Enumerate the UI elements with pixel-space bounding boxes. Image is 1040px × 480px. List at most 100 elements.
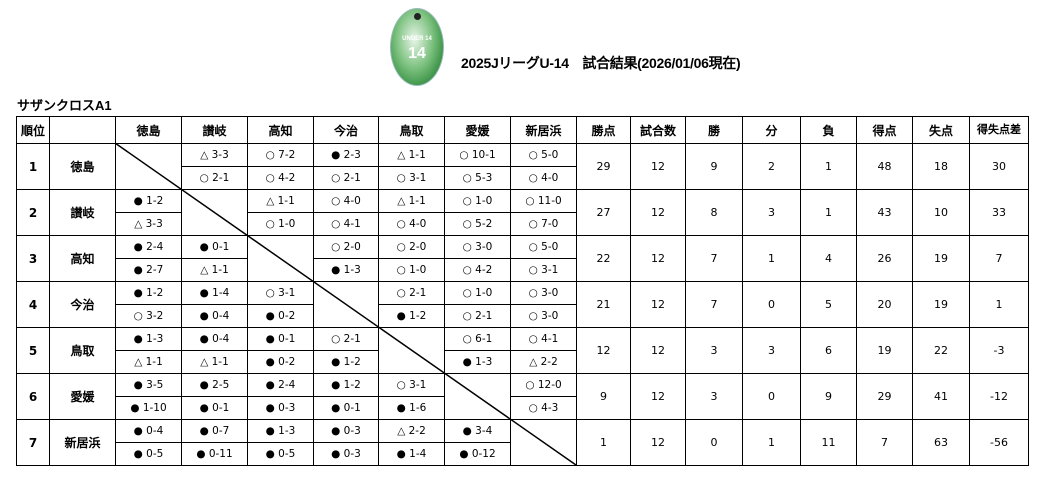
stat-cell: 1 <box>576 419 631 466</box>
match-result: ○ 4-3 <box>528 402 559 414</box>
match-cell: ● 1-2 ● 0-1 <box>313 373 379 420</box>
match-result: ● 0-2 <box>265 356 296 368</box>
match-result: ○ 4-2 <box>462 264 493 276</box>
match-cell: ○ 7-2 ○ 4-2 <box>247 143 314 190</box>
header-opponent: 新居浜 <box>510 116 577 144</box>
self-match-cell <box>378 327 445 374</box>
match-cell: ● 2-4 ● 2-7 <box>115 235 182 282</box>
match-cell: ○ 3-1 ● 1-6 <box>378 373 445 420</box>
match-result: △ 2-2 <box>379 420 444 443</box>
rank-cell: 1 <box>16 143 50 190</box>
match-cell: △ 1-1 ○ 4-0 <box>378 189 445 236</box>
header-row: 順位 徳島 讃岐 高知 今治 鳥取 愛媛 新居浜 勝点 試合数勝分負得点 失点 得失点差 <box>16 116 1029 144</box>
match-result: ● 0-12 <box>459 448 496 460</box>
match-result: ● 2-3 <box>314 144 378 167</box>
team-name-cell: 愛媛 <box>49 373 116 420</box>
stat-cell: 12 <box>630 281 686 328</box>
match-result: ○ 4-0 <box>528 172 559 184</box>
stat-cell: 33 <box>969 189 1029 236</box>
team-name-cell: 新居浜 <box>49 419 116 466</box>
header-rank: 順位 <box>16 116 50 144</box>
logo-text: UNDER 14 <box>402 36 432 42</box>
stat-cell: 10 <box>912 189 970 236</box>
match-result: ○ 1-0 <box>445 282 510 305</box>
match-result: △ 3-3 <box>182 144 247 167</box>
match-result: ○ 3-1 <box>528 264 559 276</box>
match-result: ○ 1-0 <box>265 218 296 230</box>
stat-cell: 19 <box>912 281 970 328</box>
stat-cell: 43 <box>856 189 913 236</box>
match-result: ● 0-1 <box>199 402 230 414</box>
match-result: ○ 4-0 <box>396 218 427 230</box>
match-cell: ○ 2-1 ● 1-2 <box>313 327 379 374</box>
match-result: ● 2-7 <box>133 264 164 276</box>
table-row: 1 徳島 △ 3-3 ○ 2-1 ○ 7-2 ○ 4-2 ● 2-3 ○ 2-1 △ 1-1 ○ … <box>16 143 1029 190</box>
match-cell: ○ 2-1 ● 1-2 <box>378 281 445 328</box>
self-match-cell <box>313 281 379 328</box>
rank-cell: 4 <box>16 281 50 328</box>
match-cell: ● 0-1 ● 0-2 <box>247 327 314 374</box>
header-opponent: 今治 <box>313 116 379 144</box>
match-cell: ○ 3-1 ● 0-2 <box>247 281 314 328</box>
rank-cell: 6 <box>16 373 50 420</box>
team-name-cell: 鳥取 <box>49 327 116 374</box>
rank-cell: 2 <box>16 189 50 236</box>
match-cell: ● 1-2 ○ 3-2 <box>115 281 182 328</box>
match-cell: ● 2-5 ● 0-1 <box>181 373 248 420</box>
match-result: ○ 3-0 <box>445 236 510 259</box>
match-result: ○ 1-0 <box>445 190 510 213</box>
match-result: ● 0-4 <box>116 420 181 443</box>
match-cell: ○ 4-1 △ 2-2 <box>510 327 577 374</box>
match-result: ○ 3-0 <box>511 282 576 305</box>
stat-cell: 7 <box>685 235 743 282</box>
match-result: ○ 6-1 <box>445 328 510 351</box>
match-result: △ 1-1 <box>379 144 444 167</box>
group-name: サザンクロスA1 <box>17 98 112 113</box>
match-result: ○ 3-1 <box>396 172 427 184</box>
team-name-cell: 讃岐 <box>49 189 116 236</box>
stat-cell: -3 <box>969 327 1029 374</box>
header-stat: 試合数 <box>630 116 686 144</box>
match-result: ○ 2-1 <box>331 172 361 184</box>
table-row: 2 讃岐 ● 1-2 △ 3-3 △ 1-1 ○ 1-0 ○ 4-0 ○ 4-1 △ 1-1 ○ … <box>16 189 1029 236</box>
stat-cell: 19 <box>912 235 970 282</box>
stat-cell: 9 <box>685 143 743 190</box>
team-name-cell: 今治 <box>49 281 116 328</box>
match-result: △ 3-3 <box>134 218 163 230</box>
match-result: ● 0-4 <box>199 310 230 322</box>
self-match-cell <box>181 189 248 236</box>
match-result: ○ 1-0 <box>396 264 427 276</box>
match-cell: ● 2-4 ● 0-3 <box>247 373 314 420</box>
stat-cell: 18 <box>912 143 970 190</box>
header-opponent: 讃岐 <box>181 116 248 144</box>
stat-cell: 12 <box>630 235 686 282</box>
match-result: ○ 5-3 <box>462 172 493 184</box>
stat-cell: 8 <box>685 189 743 236</box>
match-cell: △ 1-1 ○ 3-1 <box>378 143 445 190</box>
match-result: ● 3-5 <box>116 374 181 397</box>
match-result: ● 0-1 <box>248 328 313 351</box>
match-cell: ○ 3-0 ○ 4-2 <box>444 235 511 282</box>
match-result: ● 1-3 <box>248 420 313 443</box>
match-result: △ 1-1 <box>134 356 163 368</box>
header-stat: 得点 <box>856 116 913 144</box>
header-stat: 勝点 <box>576 116 631 144</box>
match-result: ● 0-1 <box>182 236 247 259</box>
header-opponent: 鳥取 <box>378 116 445 144</box>
match-result: ○ 2-1 <box>199 172 230 184</box>
rank-cell: 5 <box>16 327 50 374</box>
match-result: ● 0-11 <box>196 448 233 460</box>
rank-cell: 7 <box>16 419 50 466</box>
match-result: ○ 7-2 <box>248 144 313 167</box>
match-result: ● 0-3 <box>331 448 361 460</box>
match-result: ○ 2-1 <box>462 310 493 322</box>
stat-cell: 0 <box>742 373 801 420</box>
stat-cell: 22 <box>912 327 970 374</box>
match-result: △ 1-1 <box>200 356 229 368</box>
match-result: ● 1-2 <box>314 374 378 397</box>
self-match-cell <box>444 373 511 420</box>
match-result: ● 0-2 <box>265 310 296 322</box>
table-row: 3 高知 ● 2-4 ● 2-7 ● 0-1 △ 1-1 ○ 2-0 ● 1-3 ○ 2-0 ○ … <box>16 235 1029 282</box>
stat-cell: 27 <box>576 189 631 236</box>
match-result: ● 1-10 <box>130 402 167 414</box>
